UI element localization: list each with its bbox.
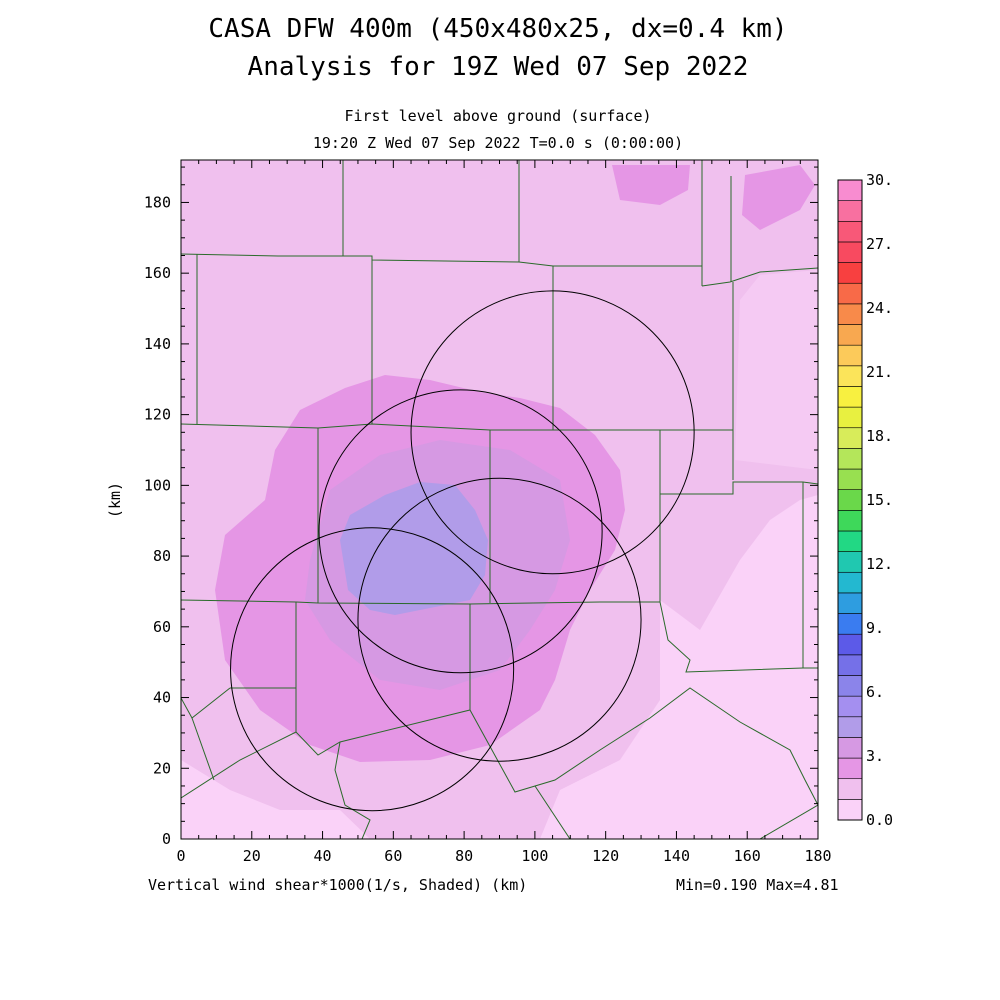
- y-tick-label: 140: [144, 335, 171, 353]
- colorbar-swatch: [837, 262, 863, 284]
- colorbar-label: 24.: [866, 299, 893, 317]
- colorbar-swatch: [837, 530, 863, 552]
- colorbar-label: 15.: [866, 491, 893, 509]
- x-tick-label: 60: [384, 847, 402, 865]
- colorbar-swatch: [837, 344, 863, 367]
- min-max-readout: Min=0.190 Max=4.81: [676, 876, 839, 894]
- y-tick-label: 60: [153, 618, 171, 636]
- light-shade-south: [181, 760, 370, 839]
- time-subtitle: 19:20 Z Wed 07 Sep 2022 T=0.0 s (0:00:00…: [312, 134, 684, 152]
- x-tick-label: 0: [176, 847, 185, 865]
- colorbar-swatch: [837, 179, 863, 201]
- x-tick-label: 100: [521, 847, 548, 865]
- colorbar-swatch: [837, 675, 863, 697]
- colorbar-swatch: [837, 468, 863, 490]
- x-tick-label: 40: [314, 847, 332, 865]
- boundary-line: [191, 717, 215, 781]
- colorbar-frame: [837, 179, 863, 821]
- radar-ring-1: [410, 290, 695, 575]
- colorbar-swatch: [837, 592, 863, 614]
- colorbar-swatch: [837, 303, 863, 325]
- boundary-line: [701, 267, 818, 287]
- north-blob-1: [612, 165, 690, 205]
- colorbar-swatch: [837, 716, 863, 738]
- colorbar-swatch: [837, 654, 863, 676]
- colorbar-swatch: [837, 365, 863, 387]
- colorbar-swatch: [837, 427, 863, 449]
- y-axis: 0 20 40 60 80 100 120 140 160 180: [144, 166, 818, 848]
- colorbar-swatch: [837, 406, 863, 429]
- colorbar-swatch: [837, 282, 863, 305]
- colorbar-swatch: [837, 220, 863, 243]
- x-tick-label: 20: [243, 847, 261, 865]
- radar-ring-2: [318, 389, 603, 674]
- radar-ring-4: [357, 477, 642, 762]
- colorbar-swatch: [837, 695, 863, 718]
- colorbar-swatch: [837, 633, 863, 656]
- y-tick-label: 40: [153, 689, 171, 707]
- boundary-line: [534, 785, 571, 839]
- y-axis-label: (km): [106, 482, 124, 518]
- y-tick-label: 80: [153, 547, 171, 565]
- y-tick-label: 20: [153, 759, 171, 777]
- y-tick-label: 0: [162, 830, 171, 848]
- colorbar-swatch: [837, 489, 863, 511]
- x-tick-label: 120: [592, 847, 619, 865]
- colorbar-swatch: [837, 613, 863, 635]
- shaded-field: [181, 160, 818, 839]
- north-blob-2: [742, 165, 815, 230]
- colorbar-label: 21.: [866, 363, 893, 381]
- colorbar-swatch: [837, 799, 863, 821]
- map-title-line2: Analysis for 19Z Wed 07 Sep 2022: [247, 52, 749, 82]
- colorbar-swatch: [837, 200, 863, 222]
- county-boundaries: [181, 160, 818, 839]
- map-title-line1: CASA DFW 400m (450x480x25, dx=0.4 km): [208, 14, 788, 44]
- x-tick-label: 180: [804, 847, 831, 865]
- x-tick-label: 140: [663, 847, 690, 865]
- colorbar-swatch: [837, 778, 863, 800]
- colorbar-label: 27.: [866, 235, 893, 253]
- light-shade-east: [540, 495, 818, 839]
- colorbar-label: 9.: [866, 619, 884, 637]
- light-shade-northeast: [735, 270, 818, 470]
- boundary-line: [181, 687, 818, 806]
- y-tick-label: 180: [144, 193, 171, 211]
- colorbar-swatch: [837, 386, 863, 408]
- x-tick-label: 80: [455, 847, 473, 865]
- colorbar-label: 6.: [866, 683, 884, 701]
- colorbar-swatch: [837, 241, 863, 263]
- colorbar-swatch: [837, 448, 863, 470]
- y-tick-label: 160: [144, 264, 171, 282]
- y-tick-label: 120: [144, 406, 171, 424]
- boundary-line: [181, 599, 660, 605]
- colorbar-label: 12.: [866, 555, 893, 573]
- colorbar-swatch: [837, 510, 863, 532]
- colorbar-swatch: [837, 551, 863, 573]
- radar-range-rings: [230, 290, 695, 812]
- colorbar-label: 3.: [866, 747, 884, 765]
- colorbar-swatch: [837, 571, 863, 594]
- colorbar-label: 0.0: [866, 811, 893, 829]
- colorbar-label: 18.: [866, 427, 893, 445]
- field-description: Vertical wind shear*1000(1/s, Shaded) (k…: [148, 876, 528, 894]
- boundary-line: [759, 804, 818, 839]
- boundary-line: [659, 601, 818, 673]
- colorbar: 0.0 3. 6. 9. 12. 15. 18. 21. 24. 27. 30.: [837, 171, 893, 829]
- radar-ring-3: [230, 527, 515, 812]
- colorbar-label: 30.: [866, 171, 893, 189]
- x-axis: 0 20 40 60 80 100 120 140 160 180: [176, 160, 832, 865]
- shear-region-max: [340, 482, 488, 615]
- boundary-line: [181, 423, 733, 431]
- y-tick-label: 100: [144, 476, 171, 494]
- colorbar-swatch: [837, 737, 863, 759]
- colorbar-swatch: [837, 324, 863, 346]
- boundary-line: [660, 481, 818, 495]
- boundary-line: [334, 741, 371, 839]
- level-subtitle: First level above ground (surface): [344, 107, 652, 125]
- x-tick-label: 160: [734, 847, 761, 865]
- colorbar-swatch: [837, 757, 863, 780]
